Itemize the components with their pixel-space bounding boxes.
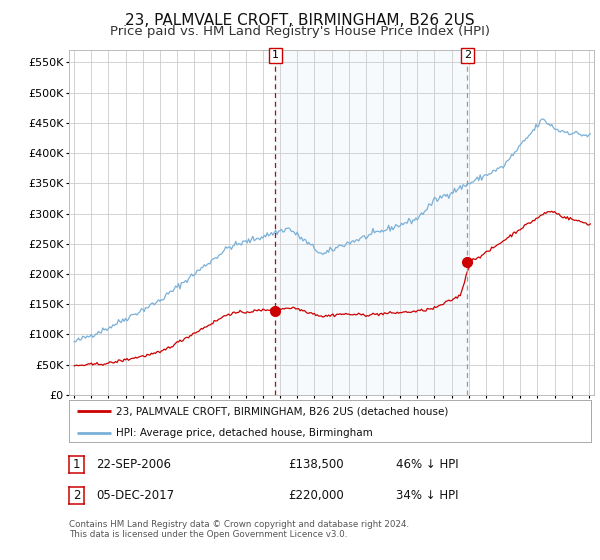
Text: 1: 1 [272,50,279,60]
Bar [275,50,467,395]
Text: £220,000: £220,000 [288,489,344,502]
Text: Contains HM Land Registry data © Crown copyright and database right 2024.
This d: Contains HM Land Registry data © Crown c… [69,520,409,539]
Text: £138,500: £138,500 [288,458,344,472]
Text: 2: 2 [464,50,471,60]
Text: 1: 1 [73,458,80,472]
Text: Price paid vs. HM Land Registry's House Price Index (HPI): Price paid vs. HM Land Registry's House … [110,25,490,38]
Text: 22-SEP-2006: 22-SEP-2006 [96,458,172,472]
Text: 05-DEC-2017: 05-DEC-2017 [96,489,175,502]
Text: 23, PALMVALE CROFT, BIRMINGHAM, B26 2US (detached house): 23, PALMVALE CROFT, BIRMINGHAM, B26 2US … [116,407,448,416]
Text: 2: 2 [73,489,80,502]
Text: HPI: Average price, detached house, Birmingham: HPI: Average price, detached house, Birm… [116,428,373,438]
Text: 34% ↓ HPI: 34% ↓ HPI [396,489,458,502]
Text: 23, PALMVALE CROFT, BIRMINGHAM, B26 2US: 23, PALMVALE CROFT, BIRMINGHAM, B26 2US [125,13,475,28]
Text: 46% ↓ HPI: 46% ↓ HPI [396,458,458,472]
